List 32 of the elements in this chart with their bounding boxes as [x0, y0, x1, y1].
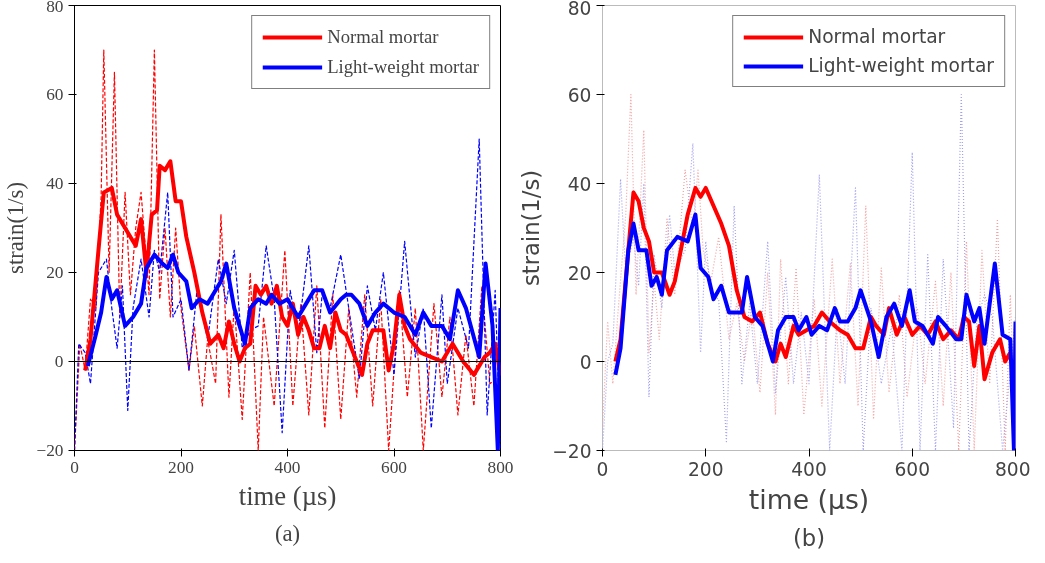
x-tick-label: 600: [894, 458, 931, 480]
y-axis-title: strain(1/s): [3, 182, 29, 274]
y-tick-label: −20: [36, 441, 64, 460]
x-tick-label: 0: [596, 458, 609, 480]
legend-label: Light-weight mortar: [327, 56, 479, 78]
legend-label: Light-weight mortar: [808, 55, 994, 76]
y-tick-label: 60: [567, 84, 592, 106]
x-tick-label: 400: [274, 457, 301, 477]
x-tick-label: 200: [168, 457, 194, 477]
x-tick-label: 400: [791, 458, 827, 480]
text: (a): [274, 520, 301, 546]
y-tick-label: 40: [567, 173, 592, 195]
y-tick-label: −20: [552, 440, 592, 462]
text: (b): [792, 524, 826, 551]
y-axis-title: strain(1/s): [518, 169, 545, 287]
legend-label: Normal mortar: [808, 26, 946, 47]
y-tick-label: 0: [579, 351, 592, 373]
y-tick-label: 80: [46, 0, 64, 16]
x-tick-label: 800: [487, 457, 514, 477]
x-tick-label: 800: [994, 458, 1031, 480]
x-tick-label: 600: [381, 457, 407, 477]
y-tick-label: 60: [46, 85, 64, 104]
legend-label: Normal mortar: [327, 26, 439, 48]
y-tick-label: 20: [567, 262, 592, 284]
x-axis-title: time (µs): [748, 483, 870, 515]
x-axis-title: time (µs): [238, 480, 337, 511]
y-tick-label: 80: [567, 0, 592, 19]
y-tick-label: 40: [46, 174, 64, 193]
y-tick-label: 0: [54, 352, 64, 371]
y-tick-label: 20: [46, 263, 64, 282]
x-tick-label: 0: [70, 457, 79, 477]
x-tick-label: 200: [687, 458, 724, 480]
